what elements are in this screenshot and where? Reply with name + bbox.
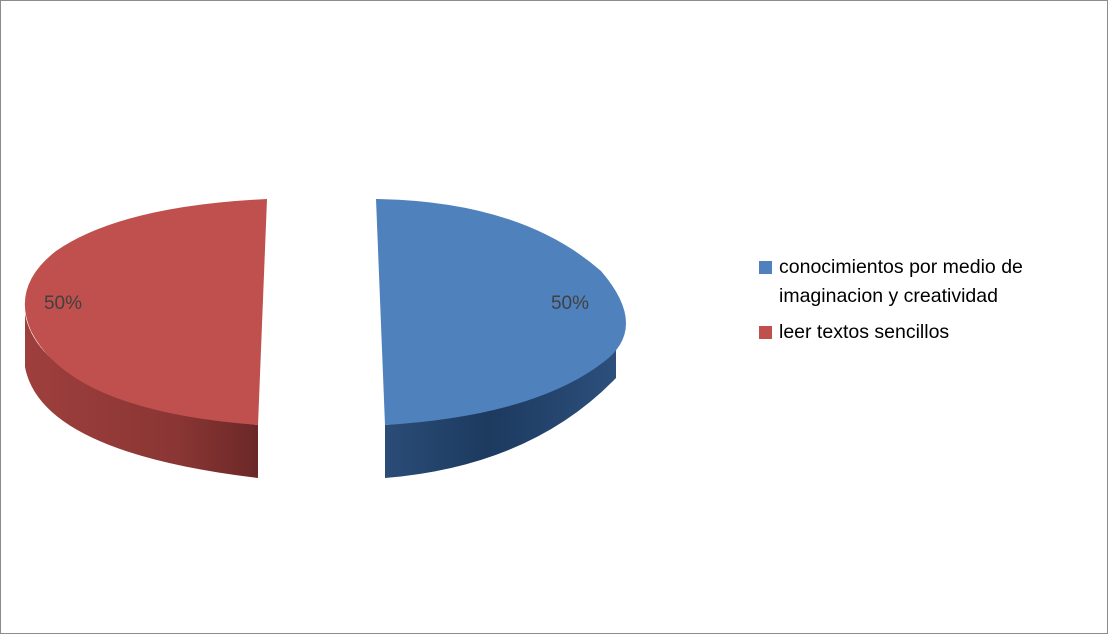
legend: conocimientos por medio de imaginacion y… <box>759 253 1099 347</box>
legend-label: leer textos sencillos <box>779 321 950 343</box>
slice-leer-textos-side <box>25 314 258 478</box>
slice-leer-textos <box>24 199 267 425</box>
legend-swatch-red <box>759 326 772 339</box>
legend-swatch-blue <box>759 261 772 274</box>
legend-item-leer-textos: leer textos sencillos <box>759 318 1099 347</box>
legend-item-conocimientos: conocimientos por medio de imaginacion y… <box>759 253 1099 311</box>
slice-conocimientos <box>376 199 626 425</box>
legend-label: conocimientos por medio de imaginacion y… <box>779 256 1023 307</box>
data-label-red: 50% <box>44 293 82 314</box>
data-label-blue: 50% <box>551 293 589 314</box>
